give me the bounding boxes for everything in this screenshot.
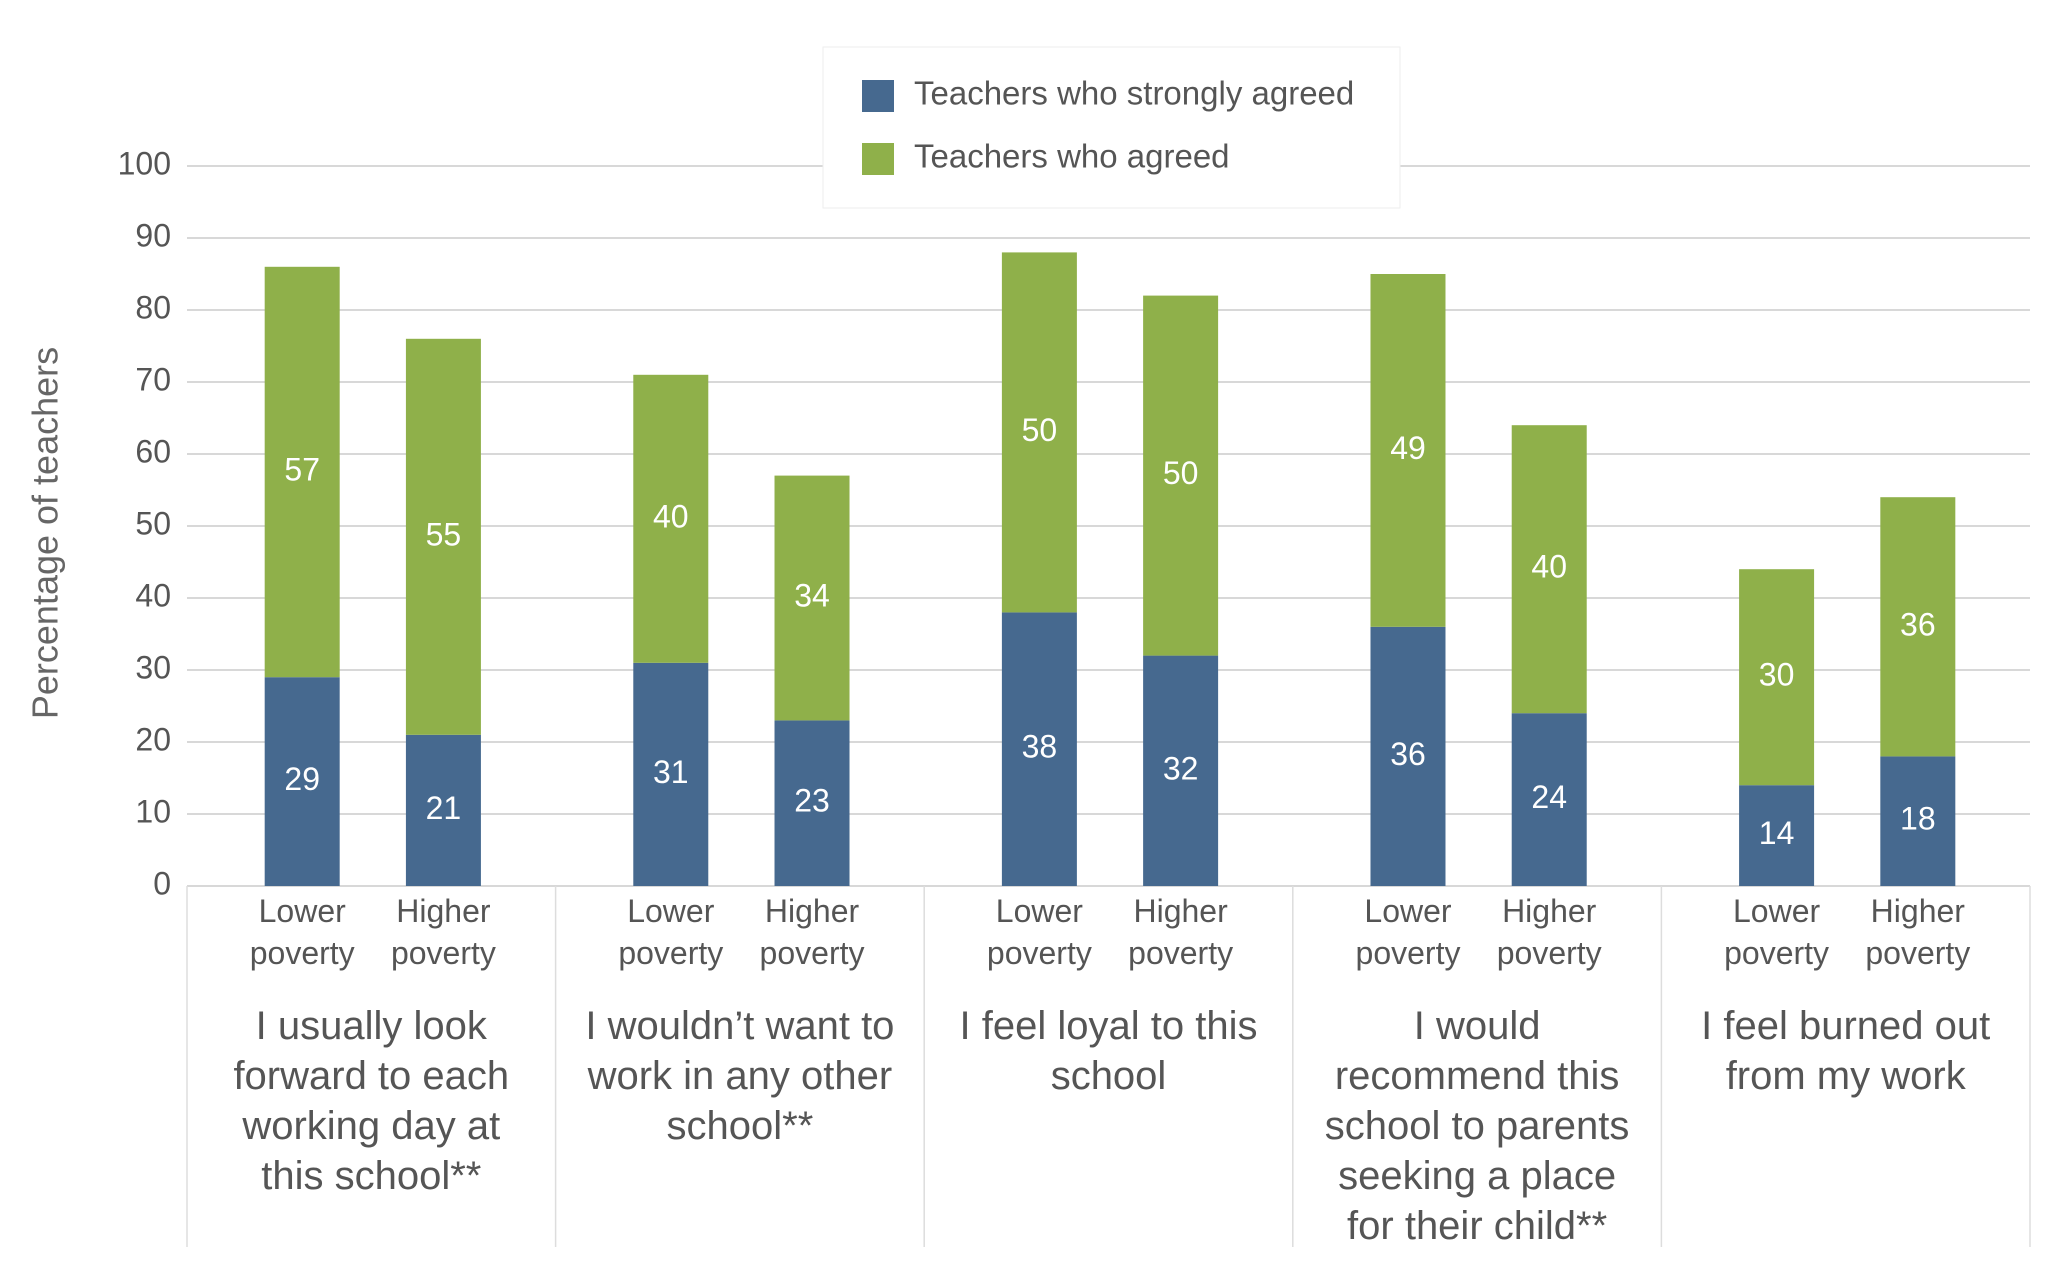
- bar-segment: [1739, 569, 1815, 786]
- data-label: 30: [1759, 657, 1795, 693]
- data-label: 50: [1163, 455, 1199, 491]
- category-label: Lower poverty: [986, 893, 1092, 971]
- legend-swatch: [862, 80, 894, 112]
- bar-segment: [1143, 295, 1219, 656]
- y-tick-label: 10: [135, 793, 171, 829]
- y-tick-label: 0: [153, 865, 171, 901]
- bar-segment: [1511, 425, 1587, 714]
- y-axis-title: Percentage of teachers: [25, 347, 66, 719]
- y-tick-label: 70: [135, 361, 171, 397]
- data-label: 31: [653, 754, 689, 790]
- category-label: Lower poverty: [618, 893, 724, 971]
- y-tick-label: 100: [118, 145, 171, 181]
- group-label: I feel burned out from my work: [1701, 1004, 1991, 1098]
- data-label: 55: [426, 516, 462, 552]
- data-label: 23: [794, 783, 830, 819]
- category-label: Higher poverty: [1865, 893, 1971, 971]
- legend-label: Teachers who agreed: [914, 138, 1230, 175]
- y-tick-label: 30: [135, 649, 171, 685]
- legend-box: [822, 46, 1401, 209]
- category-label: Lower poverty: [249, 893, 355, 971]
- legend: Teachers who strongly agreed Teachers who…: [822, 46, 1401, 209]
- bar-segment: [1511, 713, 1587, 886]
- data-label: 29: [284, 761, 320, 797]
- data-label: 36: [1900, 606, 1936, 642]
- bar-segment: [774, 475, 850, 721]
- group-label: I feel loyal to this school: [959, 1004, 1258, 1098]
- group-label: I would recommend this school to parents…: [1324, 1004, 1630, 1248]
- bar-segment: [1001, 612, 1077, 886]
- data-label: 57: [284, 451, 320, 487]
- bar-segment: [633, 662, 709, 886]
- data-label: 32: [1163, 750, 1199, 786]
- data-label: 50: [1022, 412, 1058, 448]
- category-label: Higher poverty: [1496, 893, 1602, 971]
- category-label: Lower poverty: [1724, 893, 1830, 971]
- y-tick-label: 60: [135, 433, 171, 469]
- bar-segment: [1739, 785, 1815, 886]
- data-label: 36: [1390, 736, 1426, 772]
- bar-segment: [1880, 497, 1956, 757]
- bar-segment: [1370, 274, 1446, 627]
- group-label: I usually look forward to each working d…: [233, 1004, 510, 1198]
- bar-segment: [264, 677, 340, 886]
- data-label: 14: [1759, 815, 1795, 851]
- y-tick-label: 40: [135, 577, 171, 613]
- bar-segment: [264, 266, 340, 678]
- data-label: 24: [1531, 779, 1567, 815]
- y-tick-label: 50: [135, 505, 171, 541]
- data-label: 38: [1022, 729, 1058, 765]
- y-tick-label: 20: [135, 721, 171, 757]
- bar-segment: [1001, 252, 1077, 613]
- category-label: Lower poverty: [1355, 893, 1461, 971]
- data-label: 34: [794, 577, 830, 613]
- legend-label: Teachers who strongly agreed: [914, 75, 1354, 112]
- data-label: 21: [426, 790, 462, 826]
- data-label: 49: [1390, 430, 1426, 466]
- group-label: I wouldn’t want to work in any other sch…: [585, 1004, 895, 1148]
- y-tick-label: 90: [135, 217, 171, 253]
- bar-segment: [405, 734, 481, 886]
- data-label: 40: [653, 498, 689, 534]
- bar-segment: [774, 720, 850, 886]
- legend-swatch: [862, 143, 894, 175]
- data-label: 18: [1900, 801, 1936, 837]
- bar-segment: [1370, 626, 1446, 886]
- category-label: Higher poverty: [1128, 893, 1234, 971]
- y-tick-label: 80: [135, 289, 171, 325]
- category-label: Higher poverty: [759, 893, 865, 971]
- bar-segment: [633, 374, 709, 663]
- bar-segment: [405, 338, 481, 735]
- category-label: Higher poverty: [390, 893, 496, 971]
- data-label: 40: [1531, 549, 1567, 585]
- bar-segment: [1143, 655, 1219, 886]
- bar-segment: [1880, 756, 1956, 886]
